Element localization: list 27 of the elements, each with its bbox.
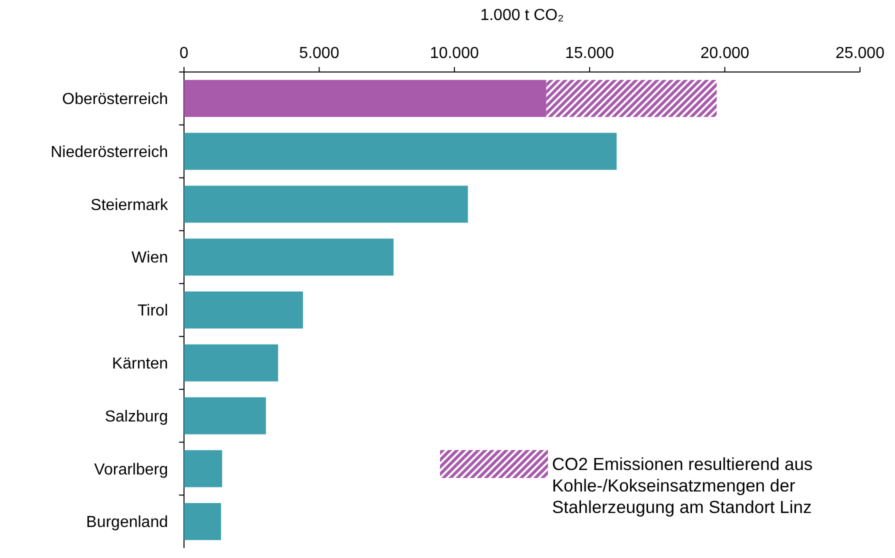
y-tick-label: Niederösterreich: [50, 144, 168, 161]
bar: [184, 397, 266, 434]
x-tick-label: 5.000: [299, 45, 340, 62]
y-tick-label: Wien: [132, 250, 168, 267]
bar: [184, 238, 394, 276]
x-tick-label: 10.000: [430, 45, 479, 62]
bar: [184, 80, 546, 117]
x-axis-title: 1.000 t CO₂: [480, 7, 564, 24]
y-tick-label: Burgenland: [86, 514, 168, 532]
bar: [184, 291, 303, 329]
text: CO2 Emissionen resultierend aus Kohle-/Kokseinsatzmengen der Stahlerzeugung am Standort Linz: [552, 454, 813, 517]
y-tick-label: Steiermark: [90, 196, 169, 214]
x-tick-label: 15.000: [565, 45, 614, 62]
y-tick-label: Salzburg: [104, 408, 168, 426]
bar: [184, 450, 222, 488]
bar: [546, 80, 717, 117]
bar: [184, 503, 222, 540]
y-tick-label: Oberösterreich: [62, 91, 168, 108]
y-tick-label: Tirol: [137, 302, 168, 320]
x-tick-label: 0: [180, 45, 189, 62]
x-tick-label: 25.000: [836, 45, 885, 62]
bar: [184, 186, 468, 223]
bar: [184, 132, 617, 170]
x-tick-label: 20.000: [700, 45, 750, 62]
bar: [184, 344, 278, 382]
y-tick-label: Vorarlberg: [94, 461, 168, 478]
y-tick-label: Kärnten: [112, 355, 168, 372]
